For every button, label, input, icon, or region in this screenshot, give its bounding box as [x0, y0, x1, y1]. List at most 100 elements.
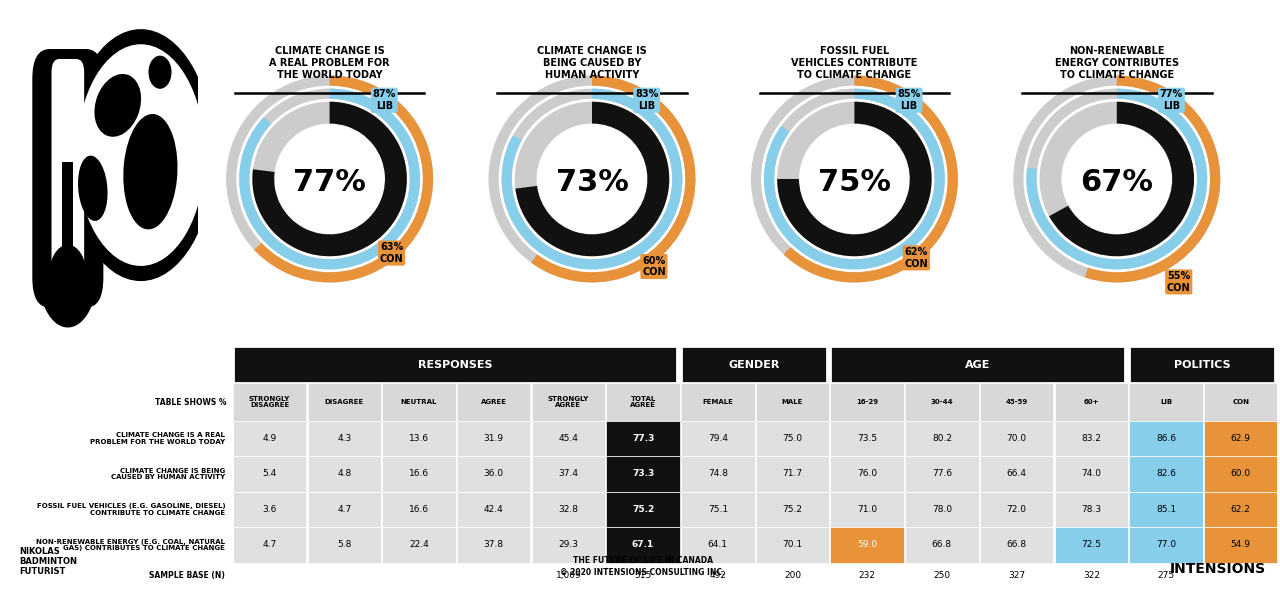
Wedge shape — [239, 89, 420, 269]
FancyBboxPatch shape — [307, 491, 381, 527]
Text: 70.0: 70.0 — [1006, 434, 1027, 443]
FancyBboxPatch shape — [905, 384, 979, 421]
FancyBboxPatch shape — [457, 527, 530, 562]
FancyBboxPatch shape — [1129, 346, 1275, 384]
FancyBboxPatch shape — [1129, 384, 1203, 421]
Text: 492: 492 — [709, 571, 726, 580]
Text: LIB: LIB — [1160, 399, 1172, 405]
FancyBboxPatch shape — [755, 421, 829, 456]
Wedge shape — [1027, 89, 1207, 269]
FancyBboxPatch shape — [1055, 421, 1128, 456]
FancyBboxPatch shape — [755, 456, 829, 491]
FancyBboxPatch shape — [681, 346, 827, 384]
FancyBboxPatch shape — [6, 491, 229, 527]
FancyBboxPatch shape — [1204, 421, 1277, 456]
Text: 62.2: 62.2 — [1231, 505, 1251, 514]
Text: 66.8: 66.8 — [932, 540, 952, 549]
FancyBboxPatch shape — [383, 384, 456, 421]
Wedge shape — [516, 102, 669, 256]
FancyBboxPatch shape — [755, 384, 829, 421]
FancyBboxPatch shape — [607, 491, 680, 527]
Text: 62.9: 62.9 — [1231, 434, 1251, 443]
Text: 75.0: 75.0 — [782, 434, 803, 443]
Text: 22.4: 22.4 — [410, 540, 429, 549]
FancyBboxPatch shape — [307, 456, 381, 491]
Text: 78.3: 78.3 — [1082, 505, 1101, 514]
Wedge shape — [252, 102, 407, 256]
Ellipse shape — [148, 56, 172, 89]
Text: TOTAL
AGREE: TOTAL AGREE — [630, 396, 657, 408]
FancyBboxPatch shape — [681, 527, 754, 562]
Wedge shape — [1050, 102, 1194, 256]
Text: 42.4: 42.4 — [484, 505, 503, 514]
Circle shape — [77, 44, 205, 266]
FancyBboxPatch shape — [1129, 491, 1203, 527]
FancyBboxPatch shape — [233, 384, 306, 421]
Text: 322: 322 — [1083, 571, 1100, 580]
Text: 82.6: 82.6 — [1156, 469, 1176, 478]
Text: 73.3: 73.3 — [632, 469, 654, 478]
FancyBboxPatch shape — [233, 346, 677, 384]
Text: CLIMATE CHANGE IS BEING
CAUSED BY HUMAN ACTIVITY: CLIMATE CHANGE IS BEING CAUSED BY HUMAN … — [111, 468, 225, 480]
Wedge shape — [777, 102, 932, 256]
Text: FEMALE: FEMALE — [703, 399, 733, 405]
Text: 4.9: 4.9 — [262, 434, 276, 443]
Text: 29.3: 29.3 — [558, 540, 579, 549]
Text: 75.2: 75.2 — [632, 505, 654, 514]
Text: 85.1: 85.1 — [1156, 505, 1176, 514]
FancyBboxPatch shape — [980, 491, 1053, 527]
Text: 3.6: 3.6 — [262, 505, 276, 514]
Wedge shape — [255, 75, 433, 282]
FancyBboxPatch shape — [1055, 456, 1128, 491]
FancyBboxPatch shape — [383, 527, 456, 562]
FancyBboxPatch shape — [681, 456, 754, 491]
Text: 31.9: 31.9 — [484, 434, 504, 443]
FancyBboxPatch shape — [905, 491, 979, 527]
FancyBboxPatch shape — [831, 384, 904, 421]
Text: 66.4: 66.4 — [1006, 469, 1027, 478]
Text: 250: 250 — [933, 571, 951, 580]
FancyBboxPatch shape — [1055, 527, 1128, 562]
FancyBboxPatch shape — [233, 491, 306, 527]
Text: 1,009: 1,009 — [556, 571, 581, 580]
Text: 5.4: 5.4 — [262, 469, 276, 478]
Text: 16.6: 16.6 — [408, 469, 429, 478]
FancyBboxPatch shape — [980, 384, 1053, 421]
FancyBboxPatch shape — [307, 421, 381, 456]
Text: 73%: 73% — [556, 168, 628, 197]
FancyBboxPatch shape — [755, 527, 829, 562]
Text: 71.0: 71.0 — [858, 505, 877, 514]
Text: 63%
CON: 63% CON — [380, 242, 403, 264]
Text: 60%
CON: 60% CON — [643, 256, 666, 277]
FancyBboxPatch shape — [383, 456, 456, 491]
Text: CLIMATE CHANGE IS
BEING CAUSED BY
HUMAN ACTIVITY: CLIMATE CHANGE IS BEING CAUSED BY HUMAN … — [538, 46, 646, 81]
Text: POLITICS: POLITICS — [1174, 360, 1230, 370]
Wedge shape — [531, 75, 695, 282]
FancyBboxPatch shape — [457, 491, 530, 527]
Wedge shape — [252, 102, 407, 256]
FancyBboxPatch shape — [233, 421, 306, 456]
FancyBboxPatch shape — [531, 527, 605, 562]
Ellipse shape — [123, 114, 178, 229]
Wedge shape — [764, 89, 945, 269]
Text: FOSSIL FUEL VEHICLES (E.G. GASOLINE, DIESEL)
CONTRIBUTE TO CLIMATE CHANGE: FOSSIL FUEL VEHICLES (E.G. GASOLINE, DIE… — [37, 503, 225, 516]
Text: 200: 200 — [783, 571, 801, 580]
FancyBboxPatch shape — [1129, 527, 1203, 562]
FancyBboxPatch shape — [905, 456, 979, 491]
FancyBboxPatch shape — [980, 421, 1053, 456]
Wedge shape — [502, 89, 682, 269]
Wedge shape — [1014, 75, 1220, 282]
Text: 4.3: 4.3 — [337, 434, 352, 443]
Text: NON-RENEWABLE ENERGY (E.G. COAL, NATURAL
GAS) CONTRIBUTES TO CLIMATE CHANGE: NON-RENEWABLE ENERGY (E.G. COAL, NATURAL… — [36, 539, 225, 551]
Text: NEUTRAL: NEUTRAL — [401, 399, 438, 405]
Text: 37.8: 37.8 — [484, 540, 504, 549]
FancyBboxPatch shape — [831, 491, 904, 527]
Text: 70.1: 70.1 — [782, 540, 803, 549]
Text: 4.7: 4.7 — [337, 505, 352, 514]
Wedge shape — [502, 89, 682, 269]
Text: 74.8: 74.8 — [708, 469, 728, 478]
Text: RESPONSES: RESPONSES — [417, 360, 493, 370]
FancyBboxPatch shape — [307, 384, 381, 421]
FancyBboxPatch shape — [905, 421, 979, 456]
Text: MALE: MALE — [782, 399, 803, 405]
